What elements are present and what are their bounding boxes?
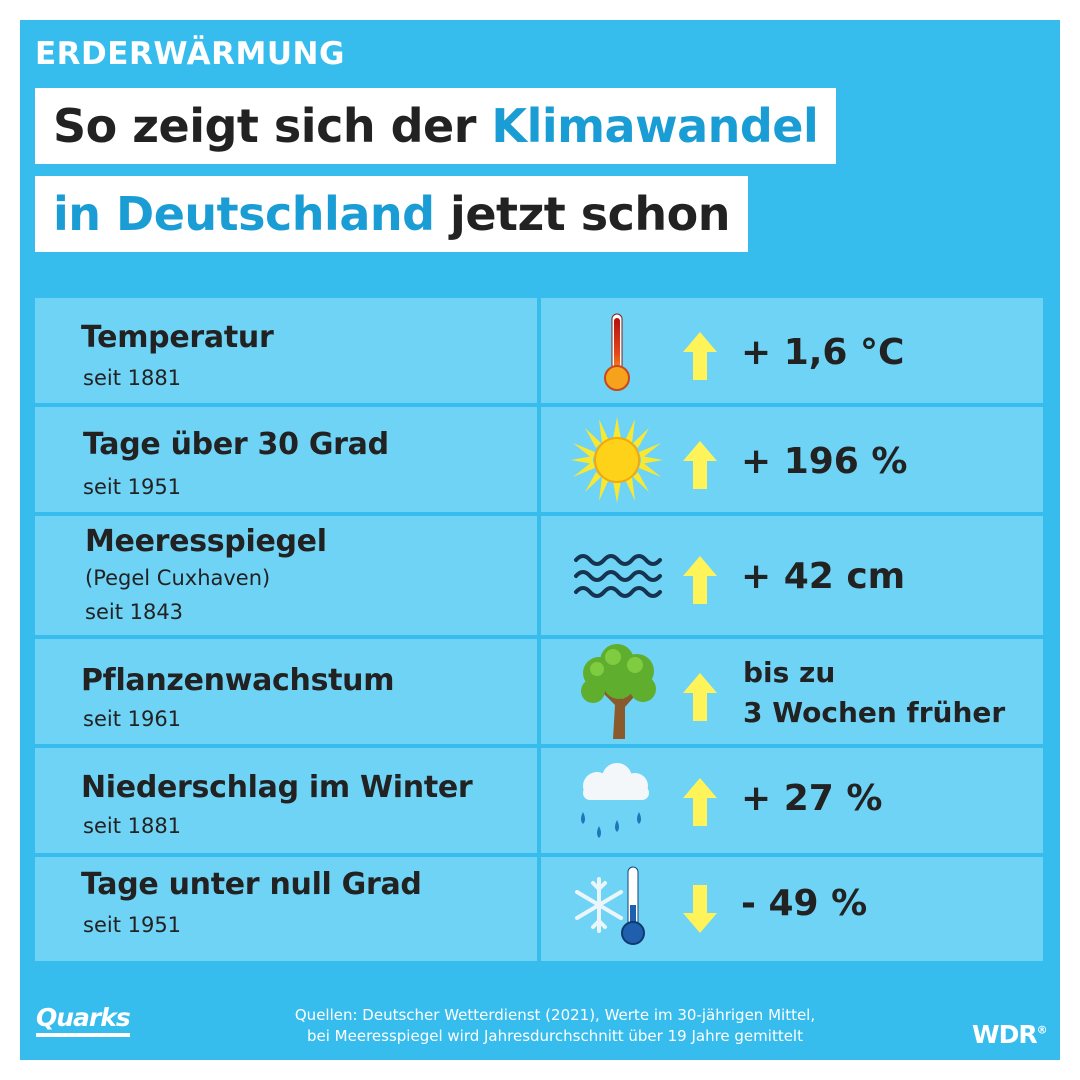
row-label: Niederschlag im Winter bbox=[81, 770, 473, 805]
row-since: seit 1951 bbox=[83, 475, 182, 499]
row-since: seit 1881 bbox=[83, 814, 182, 838]
trend-up-arrow-icon bbox=[683, 441, 717, 489]
sources-line-2: bei Meeresspiegel wird Jahresdurchschnit… bbox=[307, 1027, 803, 1045]
trend-down-arrow-icon bbox=[683, 885, 717, 933]
wdr-registered-icon: ® bbox=[1036, 1023, 1048, 1037]
trend-up-arrow-icon bbox=[683, 673, 717, 721]
wdr-logo-text: WDR bbox=[972, 1020, 1038, 1049]
row-label-cell: Temperatur seit 1881 bbox=[35, 298, 537, 403]
row-since: seit 1843 bbox=[85, 600, 184, 624]
row-label-cell: Niederschlag im Winter seit 1881 bbox=[35, 748, 537, 853]
row-label-cell: Tage unter null Grad seit 1951 bbox=[35, 857, 537, 961]
row-label-cell: Tage über 30 Grad seit 1951 bbox=[35, 407, 537, 512]
table-row-winter-precipitation: Niederschlag im Winter seit 1881 + 27 % bbox=[35, 748, 1043, 853]
title-line-2-highlight: in Deutschland bbox=[53, 187, 435, 241]
rain-cloud-icon bbox=[581, 763, 649, 838]
row-value-cell: + 42 cm bbox=[541, 516, 1043, 635]
row-value-cell: + 196 % bbox=[541, 407, 1043, 512]
topic-label: ERDERWÄRMUNG bbox=[35, 36, 345, 72]
row-value: + 1,6 °C bbox=[741, 332, 905, 373]
row-label: Temperatur bbox=[81, 320, 274, 355]
row-value-cell: bis zu 3 Wochen früher bbox=[541, 639, 1043, 744]
sources-line-1: Quellen: Deutscher Wetterdienst (2021), … bbox=[294, 1006, 816, 1024]
thermometer-hot-icon bbox=[604, 313, 630, 391]
row-value: + 27 % bbox=[741, 778, 883, 819]
row-value: - 49 % bbox=[741, 883, 868, 924]
row-label-cell: Meeresspiegel (Pegel Cuxhaven) seit 1843 bbox=[35, 516, 537, 635]
sun-icon bbox=[571, 417, 663, 503]
row-label: Meeresspiegel bbox=[85, 524, 327, 559]
row-value-cell: + 27 % bbox=[541, 748, 1043, 853]
row-label: Tage unter null Grad bbox=[81, 867, 422, 902]
title-line-1-plain: So zeigt sich der bbox=[53, 99, 492, 153]
trend-up-arrow-icon bbox=[683, 332, 717, 380]
snowflake-thermometer-icon bbox=[575, 866, 645, 945]
row-value-cell: + 1,6 °C bbox=[541, 298, 1043, 403]
row-value-cell: - 49 % bbox=[541, 857, 1043, 961]
quarks-logo: Quarks bbox=[36, 1003, 131, 1037]
trend-up-arrow-icon bbox=[683, 778, 717, 826]
row-value-line-1: bis zu bbox=[743, 656, 836, 689]
row-label: Pflanzenwachstum bbox=[81, 663, 395, 698]
row-value: + 196 % bbox=[741, 441, 908, 482]
trend-up-arrow-icon bbox=[683, 556, 717, 604]
row-value: + 42 cm bbox=[741, 556, 906, 597]
title-line-2: in Deutschland jetzt schon bbox=[35, 176, 749, 252]
table-row-plant-growth: Pflanzenwachstum seit 1961 bis zu 3 Woch… bbox=[35, 639, 1043, 744]
row-since: seit 1881 bbox=[83, 366, 182, 390]
tree-icon bbox=[581, 644, 656, 739]
waves-icon bbox=[574, 554, 662, 598]
row-value-line-2: 3 Wochen früher bbox=[743, 696, 1006, 729]
table-row-temperature: Temperatur seit 1881 + 1,6 °C bbox=[35, 298, 1043, 403]
row-since: seit 1961 bbox=[83, 707, 182, 731]
table-row-frost-days: Tage unter null Grad seit 1951 - 49 % bbox=[35, 857, 1043, 961]
row-label: Tage über 30 Grad bbox=[83, 427, 389, 462]
row-label-cell: Pflanzenwachstum seit 1961 bbox=[35, 639, 537, 744]
row-since: seit 1951 bbox=[83, 913, 182, 937]
title-line-2-plain: jetzt schon bbox=[434, 187, 731, 241]
title-line-1-highlight: Klimawandel bbox=[491, 99, 819, 153]
sources-note: Quellen: Deutscher Wetterdienst (2021), … bbox=[240, 1005, 870, 1047]
wdr-logo: WDR® bbox=[972, 1020, 1048, 1049]
climate-table: Temperatur seit 1881 + 1,6 °C Tage über … bbox=[35, 298, 1043, 961]
row-location: (Pegel Cuxhaven) bbox=[85, 566, 271, 590]
table-row-hot-days: Tage über 30 Grad seit 1951 bbox=[35, 407, 1043, 512]
title-line-1: So zeigt sich der Klimawandel bbox=[35, 88, 837, 164]
table-row-sea-level: Meeresspiegel (Pegel Cuxhaven) seit 1843… bbox=[35, 516, 1043, 635]
